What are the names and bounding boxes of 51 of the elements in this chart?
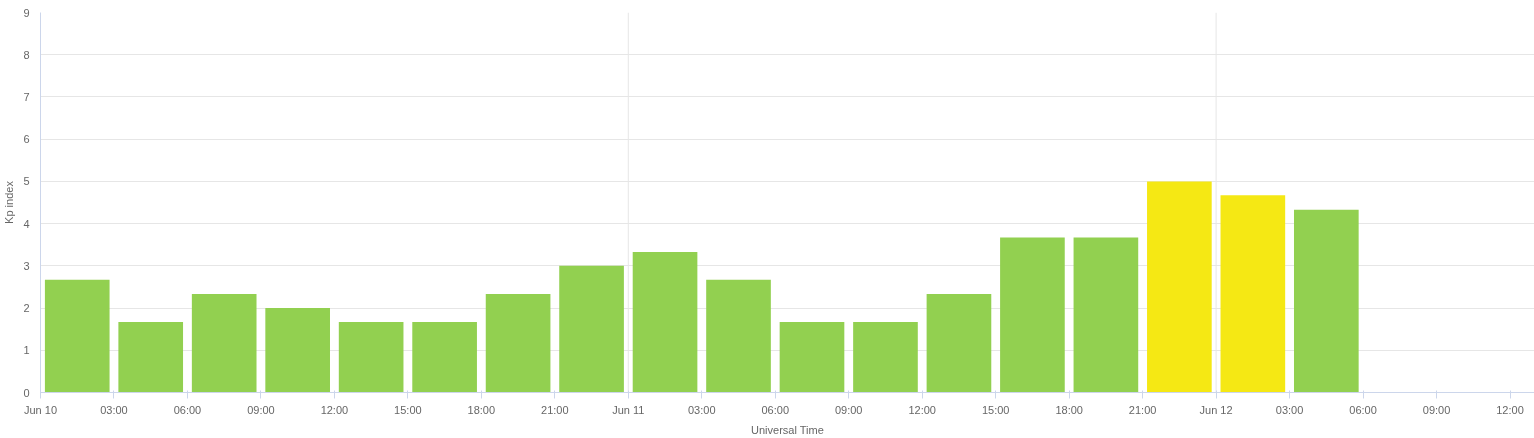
x-axis-title: Universal Time bbox=[751, 423, 824, 436]
bar bbox=[559, 265, 624, 393]
x-tick-label: 12:00 bbox=[320, 403, 349, 416]
bar bbox=[1073, 237, 1139, 393]
bar bbox=[338, 321, 404, 393]
y-tick-label: 1 bbox=[23, 344, 30, 357]
y-tick-label: 0 bbox=[23, 386, 30, 399]
x-tick-label: 18:00 bbox=[467, 403, 496, 416]
bar bbox=[1000, 237, 1065, 393]
x-tick-label: 15:00 bbox=[981, 403, 1010, 416]
bar bbox=[706, 279, 771, 393]
x-tick-label: 09:00 bbox=[247, 403, 275, 416]
bar bbox=[265, 308, 330, 393]
x-tick-label: 06:00 bbox=[1349, 403, 1377, 416]
x-tick-label: Jun 10 bbox=[23, 403, 58, 416]
x-tick-label: 06:00 bbox=[173, 403, 202, 416]
bar bbox=[926, 294, 992, 393]
bar bbox=[44, 279, 110, 393]
bar bbox=[118, 321, 184, 393]
x-tick-label: Jun 11 bbox=[612, 403, 645, 416]
bar bbox=[853, 321, 918, 393]
bar bbox=[1220, 195, 1286, 393]
x-tick-label: 06:00 bbox=[761, 403, 790, 416]
x-tick-label: 21:00 bbox=[541, 403, 569, 416]
y-tick-label: 8 bbox=[23, 48, 30, 61]
bar bbox=[412, 321, 477, 393]
bar bbox=[1147, 181, 1212, 393]
y-tick-label: 9 bbox=[23, 6, 30, 19]
x-tick-label: 03:00 bbox=[688, 403, 716, 416]
x-tick-label: 15:00 bbox=[394, 403, 422, 416]
y-tick-label: 3 bbox=[23, 259, 30, 272]
x-tick-label: 12:00 bbox=[1496, 403, 1524, 416]
y-tick-label: 4 bbox=[23, 217, 30, 230]
x-tick-label: 09:00 bbox=[1422, 403, 1451, 416]
bar bbox=[1293, 209, 1359, 393]
x-tick-label: 21:00 bbox=[1128, 403, 1157, 416]
bar bbox=[191, 294, 257, 393]
x-tick-label: 12:00 bbox=[908, 403, 936, 416]
x-tick-label: 09:00 bbox=[834, 403, 863, 416]
bar bbox=[485, 294, 551, 393]
x-tick-label: 18:00 bbox=[1055, 403, 1083, 416]
y-tick-label: 6 bbox=[23, 133, 30, 146]
bar bbox=[779, 321, 845, 393]
y-tick-label: 7 bbox=[23, 90, 30, 103]
x-tick-label: Jun 12 bbox=[1199, 403, 1233, 416]
bar bbox=[632, 251, 698, 393]
y-axis-title: Kp index bbox=[3, 180, 16, 224]
y-tick-label: 5 bbox=[23, 175, 30, 188]
x-tick-label: 03:00 bbox=[100, 403, 128, 416]
x-tick-label: 03:00 bbox=[1275, 403, 1304, 416]
y-tick-label: 2 bbox=[23, 302, 30, 315]
